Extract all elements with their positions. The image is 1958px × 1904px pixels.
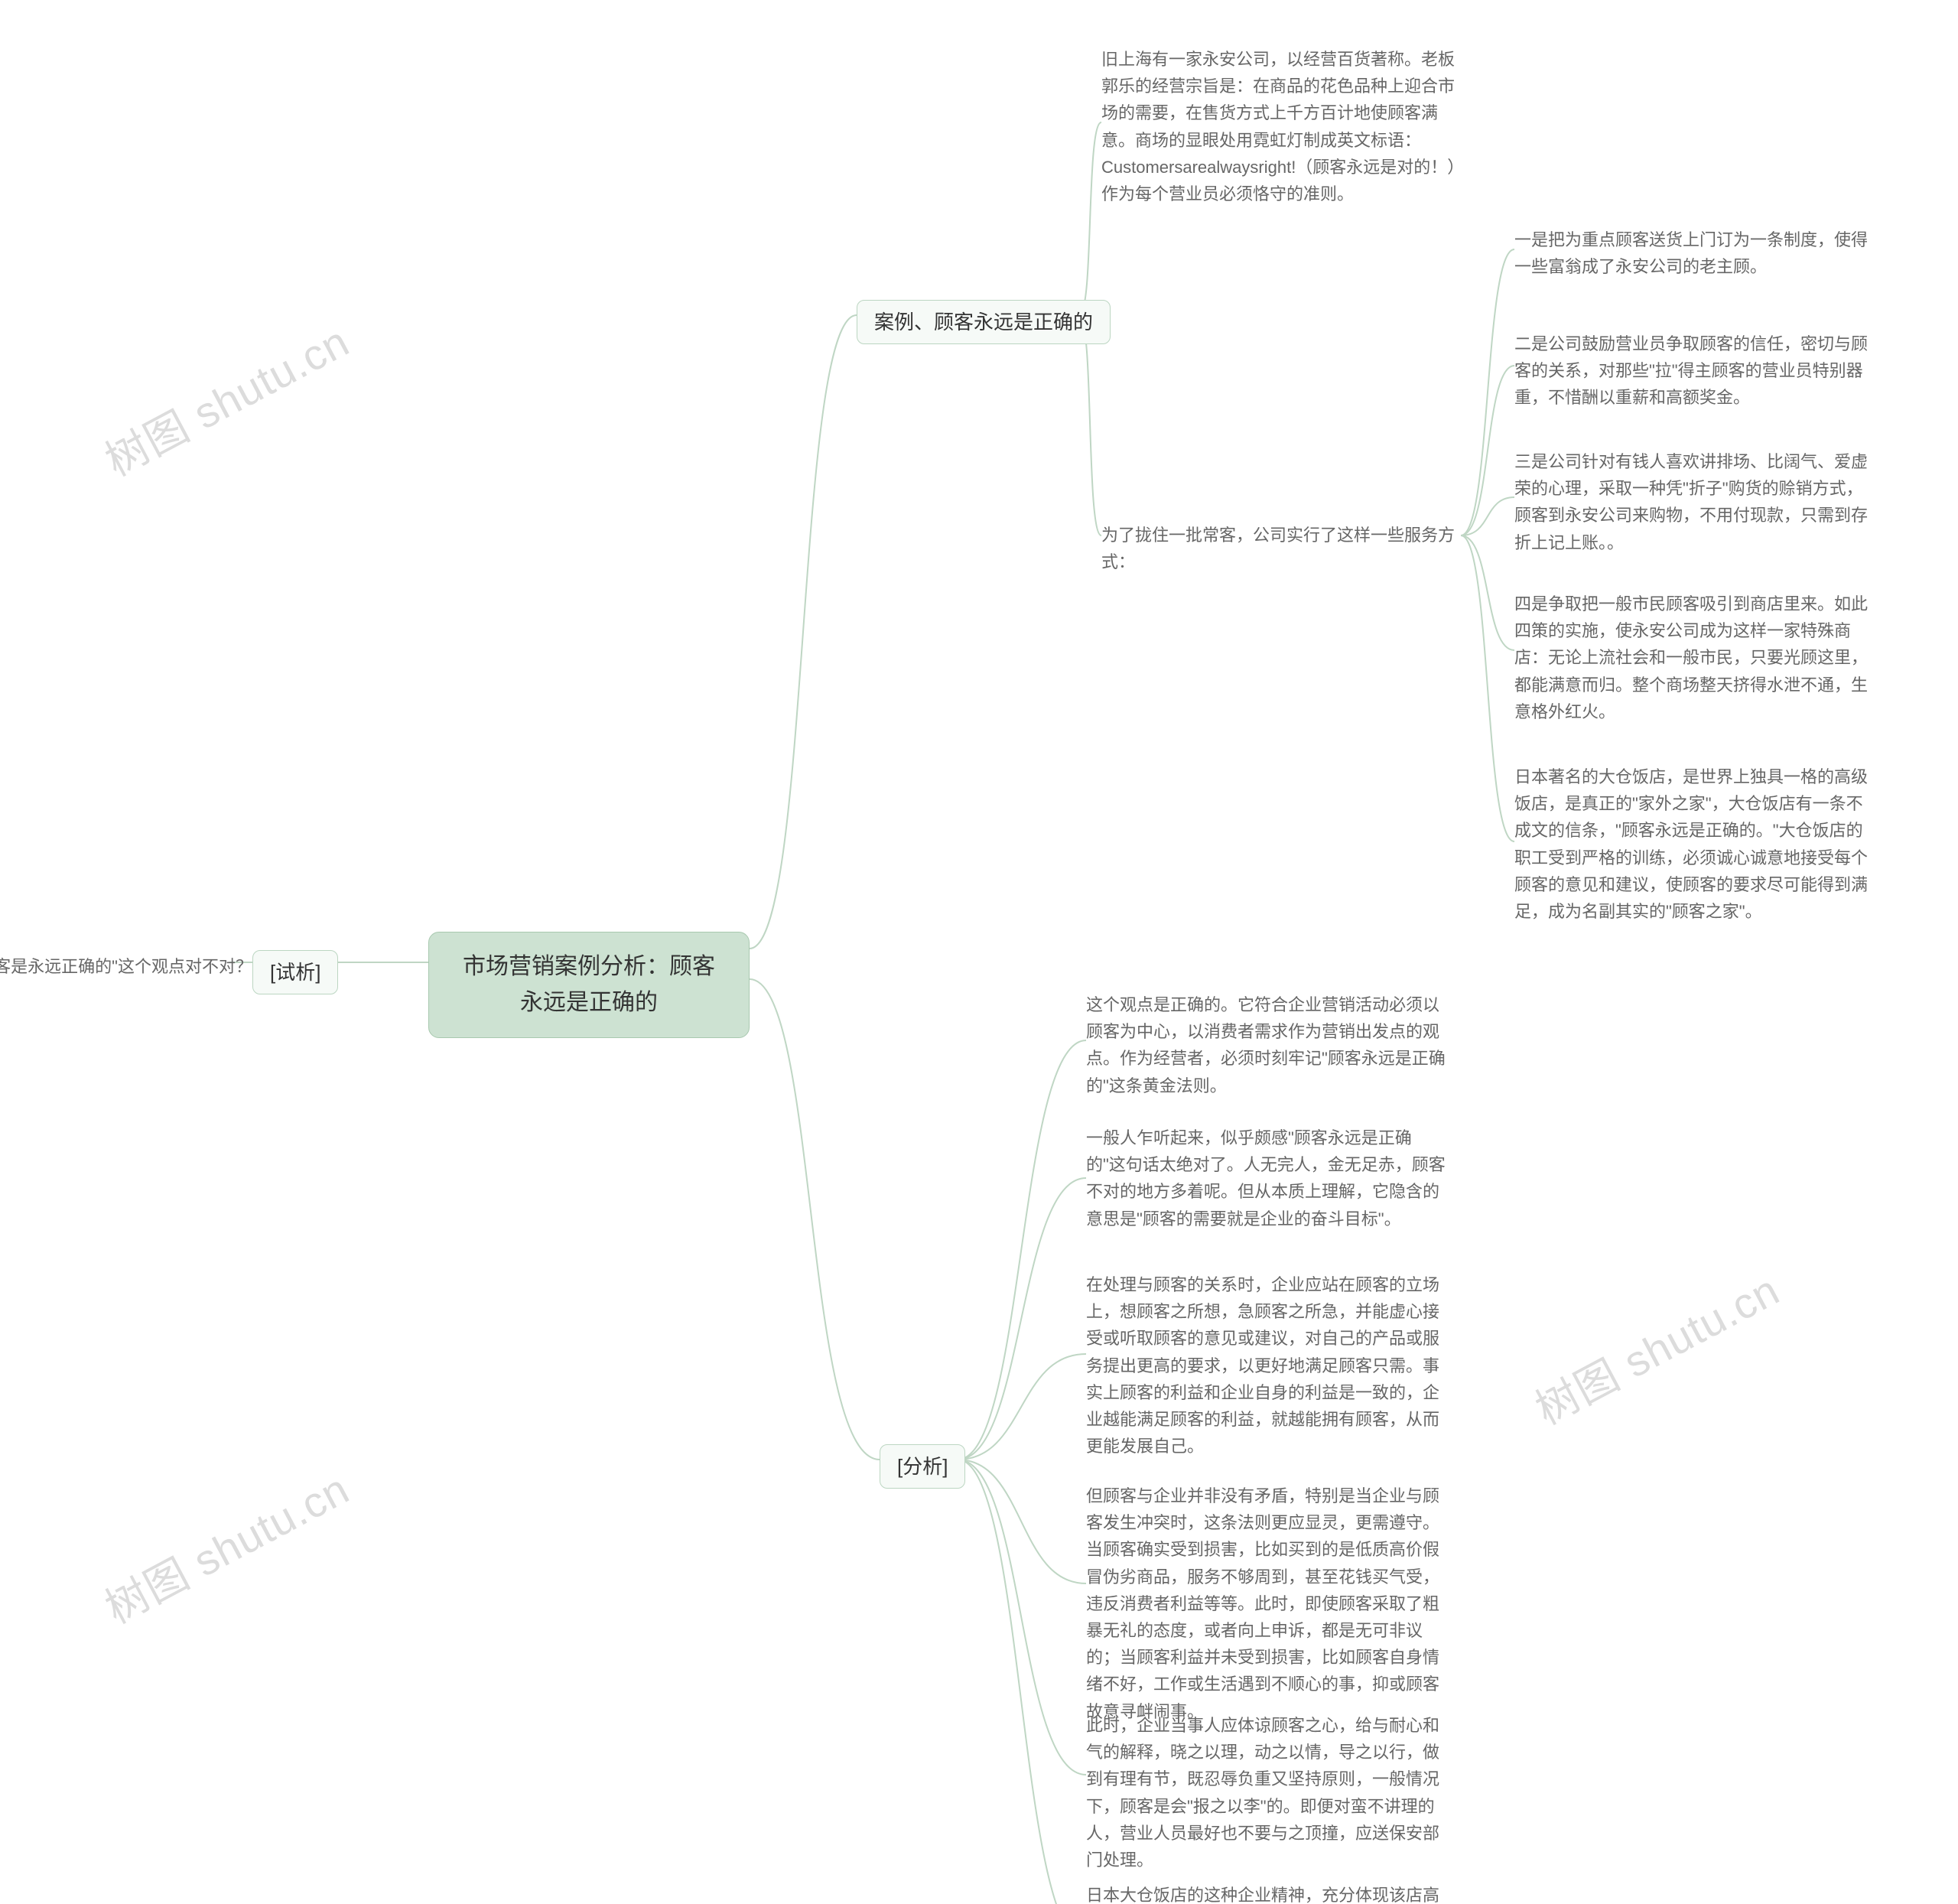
leaf-question-text: "顾客是永远正确的"这个观点对不对？ <box>0 957 252 976</box>
leaf-a1: 这个观点是正确的。它符合企业营销活动必须以顾客为中心，以消费者需求作为营销出发点… <box>1086 991 1446 1099</box>
branch-shixi[interactable]: [试析] <box>252 950 338 994</box>
connector <box>958 1040 1086 1460</box>
branch-shixi-label: [试析] <box>270 961 320 984</box>
connector <box>1461 366 1514 535</box>
leaf-a3-text: 在处理与顾客的关系时，企业应站在顾客的立场上，想顾客之所想，急顾客之所急，并能虚… <box>1086 1275 1439 1456</box>
leaf-a4: 但顾客与企业并非没有矛盾，特别是当企业与顾客发生冲突时，这条法则更应显灵，更需遵… <box>1086 1483 1446 1725</box>
branch-analysis[interactable]: [分析] <box>880 1444 965 1489</box>
connector <box>1461 535 1514 841</box>
leaf-case-intro: 旧上海有一家永安公司，以经营百货著称。老板郭乐的经营宗旨是：在商品的花色品种上迎… <box>1101 46 1461 207</box>
leaf-a6: 日本大仓饭店的这种企业精神，充分体现该店高度重视顾客利益，把顾客放到至高无上的位… <box>1086 1882 1446 1904</box>
connector <box>958 1354 1086 1460</box>
root-node[interactable]: 市场营销案例分析：顾客永远是正确的 <box>428 932 750 1038</box>
leaf-w4: 四是争取把一般市民顾客吸引到商店里来。如此四策的实施，使永安公司成为这样一家特殊… <box>1514 591 1874 725</box>
leaf-case-intro-text: 旧上海有一家永安公司，以经营百货著称。老板郭乐的经营宗旨是：在商品的花色品种上迎… <box>1101 50 1455 203</box>
leaf-w2-text: 二是公司鼓励营业员争取顾客的信任，密切与顾客的关系，对那些"拉"得主顾客的营业员… <box>1514 334 1868 407</box>
connector <box>958 1460 1086 1904</box>
leaf-w1-text: 一是把为重点顾客送货上门订为一条制度，使得一些富翁成了永安公司的老主顾。 <box>1514 230 1868 276</box>
connector <box>1461 535 1514 650</box>
root-label: 市场营销案例分析：顾客永远是正确的 <box>463 954 715 1015</box>
watermark: 树图 shutu.cn <box>93 308 358 489</box>
leaf-w5-text: 日本著名的大仓饭店，是世界上独具一格的高级饭店，是真正的"家外之家"，大仓饭店有… <box>1514 767 1868 921</box>
connector <box>1080 122 1101 312</box>
leaf-question: "顾客是永远正确的"这个观点对不对？ <box>0 953 252 980</box>
leaf-w4-text: 四是争取把一般市民顾客吸引到商店里来。如此四策的实施，使永安公司成为这样一家特殊… <box>1514 594 1868 721</box>
connector <box>1080 320 1101 535</box>
leaf-w1: 一是把为重点顾客送货上门订为一条制度，使得一些富翁成了永安公司的老主顾。 <box>1514 226 1874 280</box>
connector <box>958 1460 1086 1775</box>
connector <box>1461 249 1514 535</box>
leaf-w2: 二是公司鼓励营业员争取顾客的信任，密切与顾客的关系，对那些"拉"得主顾客的营业员… <box>1514 330 1874 412</box>
leaf-w3-text: 三是公司针对有钱人喜欢讲排场、比阔气、爱虚荣的心理，采取一种凭"折子"购货的赊销… <box>1514 452 1868 552</box>
leaf-a2: 一般人乍听起来，似乎颇感"顾客永远是正确的"这句话太绝对了。人无完人，金无足赤，… <box>1086 1124 1446 1232</box>
leaf-ways: 为了拢住一批常客，公司实行了这样一些服务方式： <box>1101 522 1461 575</box>
leaf-a5: 此时，企业当事人应体谅顾客之心，给与耐心和气的解释，晓之以理，动之以情，导之以行… <box>1086 1712 1446 1873</box>
leaf-ways-text: 为了拢住一批常客，公司实行了这样一些服务方式： <box>1101 526 1455 571</box>
leaf-w5: 日本著名的大仓饭店，是世界上独具一格的高级饭店，是真正的"家外之家"，大仓饭店有… <box>1514 763 1874 925</box>
leaf-a2-text: 一般人乍听起来，似乎颇感"顾客永远是正确的"这句话太绝对了。人无完人，金无足赤，… <box>1086 1128 1446 1229</box>
connector <box>958 1178 1086 1460</box>
leaf-a4-text: 但顾客与企业并非没有矛盾，特别是当企业与顾客发生冲突时，这条法则更应显灵，更需遵… <box>1086 1486 1439 1721</box>
branch-case-label: 案例、顾客永远是正确的 <box>874 311 1093 334</box>
connector <box>750 315 857 949</box>
watermark: 树图 shutu.cn <box>1523 1257 1788 1437</box>
watermark: 树图 shutu.cn <box>93 1456 358 1636</box>
connector <box>1461 497 1514 535</box>
leaf-a5-text: 此时，企业当事人应体谅顾客之心，给与耐心和气的解释，晓之以理，动之以情，导之以行… <box>1086 1716 1439 1870</box>
connector <box>958 1460 1086 1583</box>
connector <box>750 979 880 1460</box>
leaf-a1-text: 这个观点是正确的。它符合企业营销活动必须以顾客为中心，以消费者需求作为营销出发点… <box>1086 995 1446 1095</box>
leaf-w3: 三是公司针对有钱人喜欢讲排场、比阔气、爱虚荣的心理，采取一种凭"折子"购货的赊销… <box>1514 448 1874 556</box>
branch-case[interactable]: 案例、顾客永远是正确的 <box>857 300 1111 344</box>
branch-analysis-label: [分析] <box>897 1455 948 1478</box>
leaf-a3: 在处理与顾客的关系时，企业应站在顾客的立场上，想顾客之所想，急顾客之所急，并能虚… <box>1086 1271 1446 1460</box>
leaf-a6-text: 日本大仓饭店的这种企业精神，充分体现该店高度重视顾客利益，把顾客放到至高无上的位… <box>1086 1886 1439 1904</box>
